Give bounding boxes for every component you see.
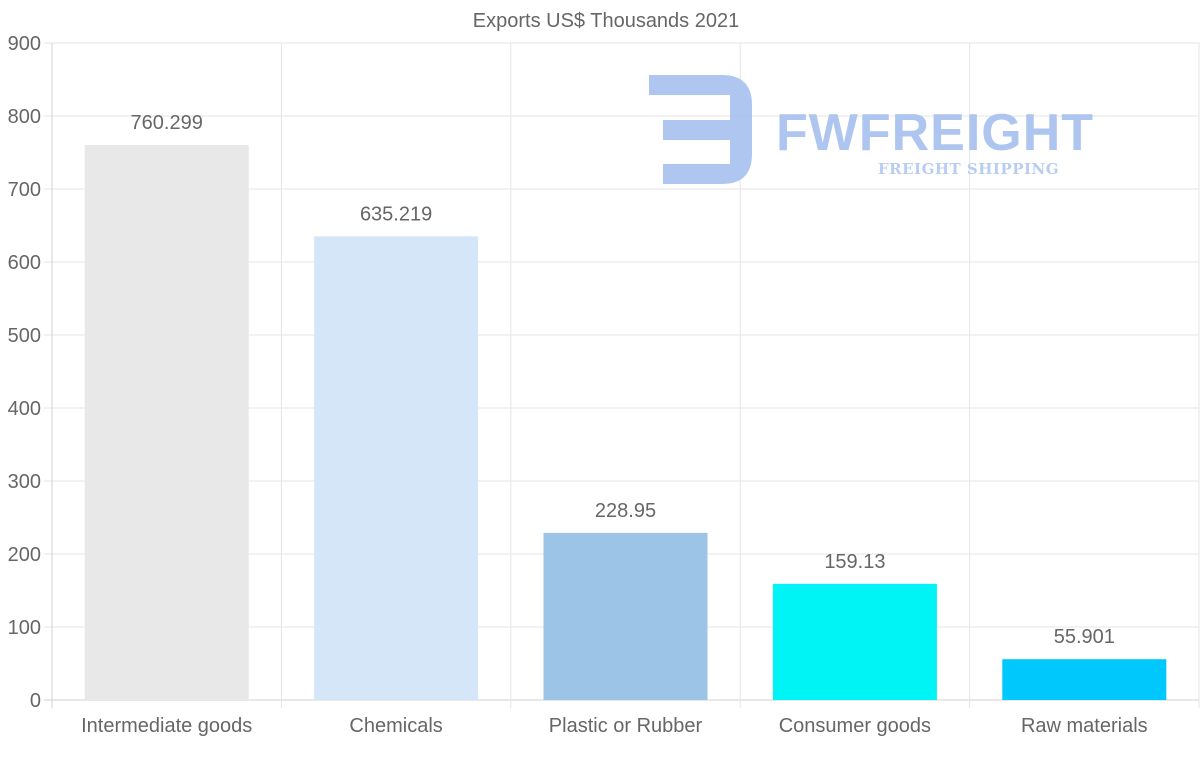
y-tick-label: 800 [8,106,41,128]
data-labels: 760.299 635.219 228.95 159.13 55.901 [131,112,1115,648]
watermark-tagline: FREIGHT SHIPPING [878,160,1059,178]
x-category-label: Raw materials [1021,715,1148,737]
bar-value-label: 635.219 [360,203,432,225]
bars [84,144,1167,700]
bar [1002,659,1167,700]
y-tick-label: 200 [8,544,41,566]
y-tick-label: 100 [8,617,41,639]
bar-value-label: 159.13 [824,551,885,573]
y-tick-label: 400 [8,398,41,420]
watermark-logo: FWFREIGHT FREIGHT SHIPPING [649,75,1094,184]
x-category-label: Intermediate goods [81,715,252,737]
watermark-name: FWFREIGHT [776,104,1094,162]
y-tick-label: 300 [8,471,41,493]
y-tick-label: 0 [30,690,41,712]
bar [543,532,708,700]
bar-value-label: 760.299 [131,112,203,134]
x-category-label: Chemicals [349,715,442,737]
bar-value-label: 55.901 [1054,626,1115,648]
bar [772,583,937,700]
x-category-label: Plastic or Rubber [549,715,703,737]
y-tick-label: 700 [8,179,41,201]
bar [84,144,249,700]
y-tick-label: 600 [8,252,41,274]
x-axis-category-labels: Intermediate goods Chemicals Plastic or Ru… [81,715,1148,737]
y-axis-tick-labels: 0 100 200 300 400 500 600 700 800 900 [8,33,41,712]
y-tick-label: 500 [8,325,41,347]
y-tick-label: 900 [8,33,41,55]
chart-title: Exports US$ Thousands 2021 [473,10,739,32]
logo-icon [649,75,752,184]
bar [314,236,479,700]
x-category-label: Consumer goods [779,715,931,737]
bar-value-label: 228.95 [595,500,656,522]
